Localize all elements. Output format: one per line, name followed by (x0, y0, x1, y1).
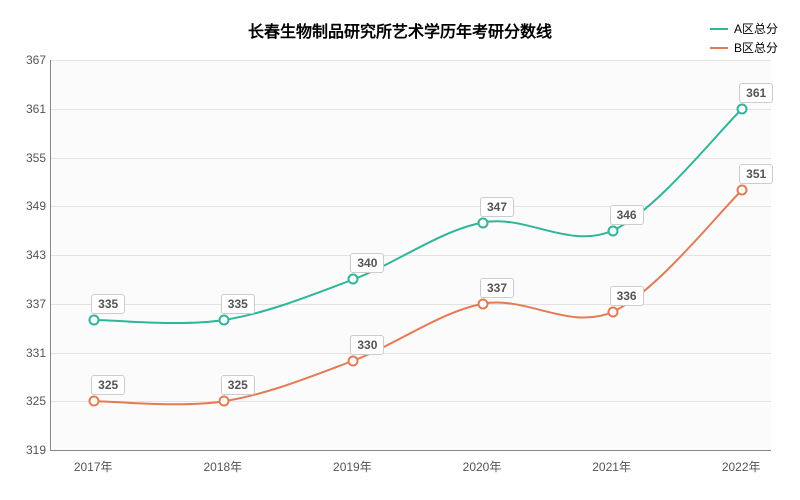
data-label: 330 (350, 335, 384, 355)
chart-lines (51, 60, 771, 450)
data-point (478, 298, 489, 309)
data-label: 346 (610, 205, 644, 225)
y-tick-label: 355 (2, 151, 46, 165)
data-label: 347 (480, 197, 514, 217)
y-tick-label: 343 (2, 248, 46, 262)
data-point (737, 185, 748, 196)
legend-item-a: A区总分 (710, 20, 778, 37)
chart-title: 长春生物制品研究所艺术学历年考研分数线 (0, 18, 800, 42)
data-label: 325 (221, 375, 255, 395)
x-tick-label: 2017年 (74, 458, 113, 475)
legend: A区总分 B区总分 (710, 20, 778, 58)
data-label: 340 (350, 253, 384, 273)
chart-container: 长春生物制品研究所艺术学历年考研分数线 A区总分 B区总分 3353353403… (0, 0, 800, 500)
y-tick-label: 349 (2, 199, 46, 213)
data-label: 336 (610, 286, 644, 306)
data-point (89, 396, 100, 407)
y-tick-label: 325 (2, 394, 46, 408)
data-label: 337 (480, 278, 514, 298)
data-label: 335 (91, 294, 125, 314)
y-tick-label: 367 (2, 53, 46, 67)
data-point (607, 225, 618, 236)
x-tick-label: 2018年 (203, 458, 242, 475)
x-tick-label: 2020年 (463, 458, 502, 475)
x-tick-label: 2021年 (592, 458, 631, 475)
y-tick-label: 361 (2, 102, 46, 116)
data-point (348, 355, 359, 366)
data-point (478, 217, 489, 228)
data-label: 361 (739, 83, 773, 103)
legend-swatch-a (710, 28, 728, 30)
y-tick-label: 331 (2, 346, 46, 360)
data-point (607, 306, 618, 317)
series-line (94, 190, 742, 404)
data-point (737, 103, 748, 114)
data-label: 351 (739, 164, 773, 184)
x-tick-label: 2022年 (722, 458, 761, 475)
data-point (348, 274, 359, 285)
legend-item-b: B区总分 (710, 39, 778, 56)
x-tick-label: 2019年 (333, 458, 372, 475)
data-label: 325 (91, 375, 125, 395)
legend-swatch-b (710, 47, 728, 49)
data-point (218, 396, 229, 407)
y-tick-label: 319 (2, 443, 46, 457)
data-label: 335 (221, 294, 255, 314)
legend-label-a: A区总分 (734, 20, 778, 37)
y-tick-label: 337 (2, 297, 46, 311)
data-point (218, 315, 229, 326)
data-point (89, 315, 100, 326)
legend-label-b: B区总分 (734, 39, 778, 56)
plot-area: 335 335 340 347 346 361 325 325 330 337 336 351 (50, 60, 771, 451)
